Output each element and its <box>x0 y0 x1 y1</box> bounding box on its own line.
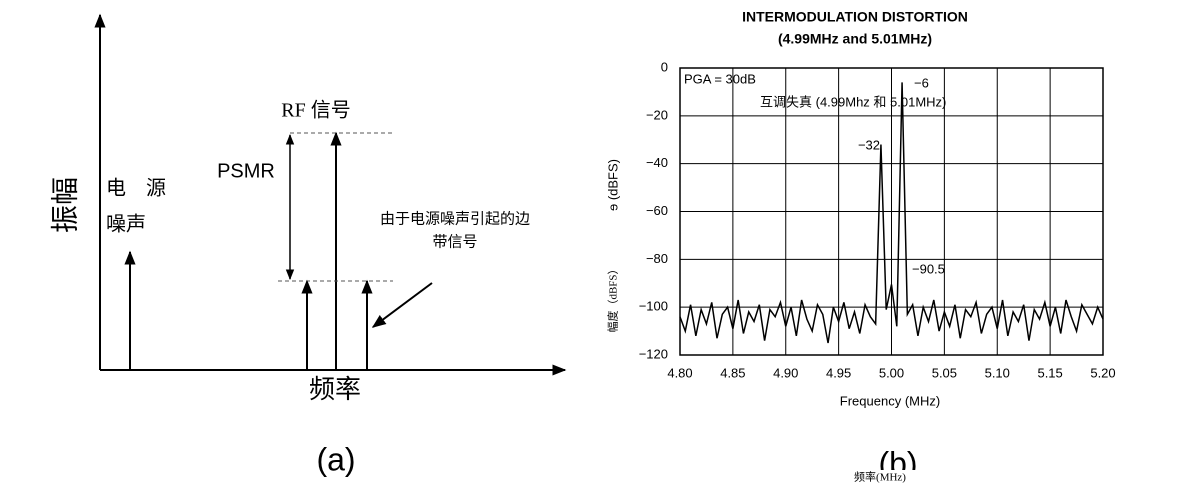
overlay-bg <box>840 470 920 486</box>
y-tick-label: 0 <box>661 59 668 74</box>
y-tick-label: −100 <box>639 299 668 314</box>
x-axis-label-overlay: 频率(MHz) <box>854 470 906 484</box>
psmr-label: PSMR <box>217 160 275 182</box>
rf-label: RF 信号 <box>281 99 350 122</box>
plot-frame <box>679 67 1104 356</box>
y-tick-label: −20 <box>646 107 668 122</box>
chart-subtitle: (4.99MHz and 5.01MHz) <box>778 31 932 47</box>
x-tick-label: 4.85 <box>720 365 745 380</box>
x-tick-label: 5.05 <box>932 365 957 380</box>
noise-label: 电 源 <box>106 177 166 200</box>
x-axis-label: Frequency (MHz) <box>840 393 940 408</box>
sideband-label: 带信号 <box>432 233 477 250</box>
diagram-a: 振幅 频率 电 源 噪声 RF 信号 PSMR 由于电源噪声引起的边 带信号 (… <box>49 13 567 477</box>
noise-label: 噪声 <box>106 213 146 236</box>
y-tick-label: −40 <box>646 155 668 170</box>
chart-b: INTERMODULATION DISTORTION (4.99MHz and 5… <box>605 9 1116 486</box>
y-axis-label: ɘ (dBFS) <box>605 159 620 211</box>
y-tick-label: −60 <box>646 203 668 218</box>
pointer-arrow <box>371 282 433 328</box>
y-tick-label: −120 <box>639 346 668 361</box>
x-tick-label: 4.90 <box>773 365 798 380</box>
annotation: −90.5 <box>912 261 945 276</box>
annotation: 互调失真 (4.99Mhz 和 5.01MHz) <box>760 94 946 109</box>
y-axis-label: 振幅 <box>49 177 81 233</box>
x-tick-label: 4.80 <box>667 365 692 380</box>
x-tick-label: 4.95 <box>826 365 851 380</box>
annotation: PGA = 30dB <box>684 71 756 86</box>
x-tick-label: 5.20 <box>1090 365 1115 380</box>
annotation: −6 <box>914 75 929 90</box>
y-tick-label: −80 <box>646 251 668 266</box>
caption: (a) <box>316 441 355 477</box>
spectrum-line <box>679 82 1104 344</box>
x-tick-label: 5.10 <box>985 365 1010 380</box>
x-axis-label: 频率 <box>309 375 361 404</box>
x-tick-label: 5.00 <box>879 365 904 380</box>
x-tick-label: 5.15 <box>1037 365 1062 380</box>
sideband-label: 由于电源噪声引起的边 <box>380 209 530 227</box>
annotation: −32 <box>858 137 880 152</box>
chart-title: INTERMODULATION DISTORTION <box>742 9 968 25</box>
y-axis-label-overlay: 幅度（dBFS） <box>606 263 620 332</box>
